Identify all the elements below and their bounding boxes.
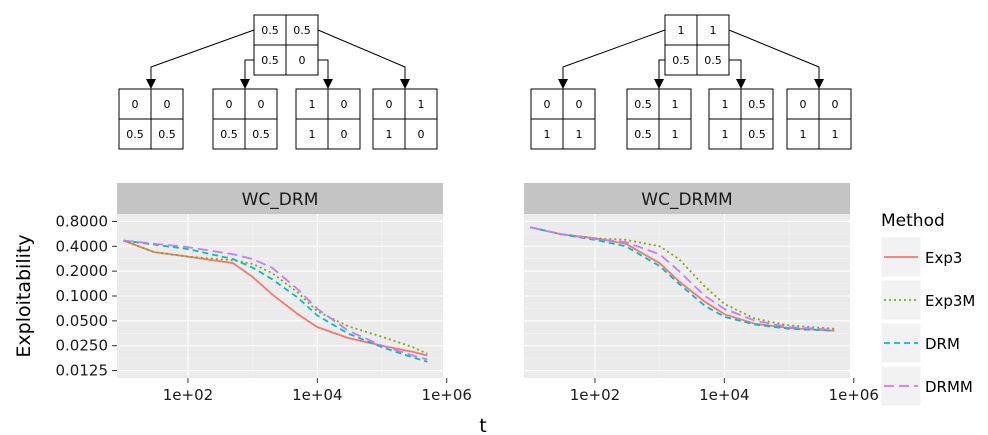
legend-item-exp3m: Exp3M: [880, 279, 975, 321]
tree-child-cell: 1: [800, 128, 807, 141]
strip-wc-drm: [117, 183, 443, 214]
tree-child-cell: 0: [341, 98, 348, 111]
tree-edge: [240, 59, 254, 89]
panel-wc-drmm: WC_DRMM 1e+02 1e+04 1e+06: [524, 183, 879, 404]
panel-title-wc-drmm: WC_DRMM: [641, 190, 732, 210]
game-trees: 0.5 0.50.5 00 00.5 0.50 00.5 0.51 01 00 11 01 10.5 0…: [118, 14, 852, 150]
legend-item-drmm: DRMM: [880, 365, 973, 407]
tree-root-cell: 1: [710, 24, 717, 37]
tree-edge: [729, 59, 746, 89]
tree-root-cell: 0: [299, 54, 306, 67]
tree-edge: [146, 29, 255, 89]
legend-label: DRM: [925, 335, 960, 353]
grid-wc-drm: [117, 214, 443, 378]
tree-root-cell: 0.5: [672, 54, 690, 67]
x-axis-title: t: [479, 415, 486, 435]
y-tick-label: 0.1000: [56, 287, 109, 305]
tree-child-cell: 1: [418, 98, 425, 111]
tree-child-cell: 0: [800, 98, 807, 111]
tree-child-cell: 1: [386, 128, 393, 141]
tree-child-cell: 0: [341, 128, 348, 141]
tree-child-cell: 0.5: [634, 128, 652, 141]
tree-child-cell: 0: [544, 98, 551, 111]
tree-root-cell: 0.5: [704, 54, 722, 67]
y-tick-label: 0.2000: [56, 262, 109, 280]
legend-label: Exp3M: [925, 292, 975, 310]
tree-child-cell: 0.5: [748, 98, 766, 111]
y-tick-label: 0.0250: [56, 337, 109, 355]
tree-child-cell: 0: [258, 98, 265, 111]
game-tree: 0.5 0.5 0.5 0 0 0 0.5 0.5 0 0 0.5 0.5 1 0 1 0 0 1 1 0: [118, 14, 438, 150]
tree-child-cell: 1: [544, 128, 551, 141]
tree-edge: [728, 29, 824, 89]
series-wc-drmm: [530, 226, 835, 332]
game-tree: 1 1 0.5 0.5 0 0 1 1 0.5 1 0.5 1 1 0.5 1 0.5 0 0 1 1: [530, 14, 852, 150]
tree-edge: [318, 59, 333, 89]
x-tick-label: 1e+02: [163, 386, 213, 404]
tree-root-cell: 0.5: [293, 24, 311, 37]
y-tick-label: 0.4000: [56, 237, 109, 255]
tree-root-cell: 1: [678, 24, 685, 37]
tree-child-cell: 1: [722, 128, 729, 141]
tree-child-cell: 1: [309, 128, 316, 141]
panel-title-wc-drm: WC_DRM: [242, 190, 319, 210]
x-tick-label: 1e+06: [829, 386, 879, 404]
tree-child-cell: 0.5: [126, 128, 144, 141]
tree-child-cell: 0: [132, 98, 139, 111]
tree-child-cell: 0.5: [158, 128, 176, 141]
legend-label: Exp3: [925, 249, 962, 267]
strip-wc-drmm: [524, 183, 850, 214]
x-tick-label: 1e+06: [422, 386, 472, 404]
tree-root-cell: 0.5: [261, 24, 279, 37]
tree-child-cell: 1: [722, 98, 729, 111]
tree-edge: [558, 29, 666, 89]
x-tick-label: 1e+04: [699, 386, 749, 404]
tree-child-cell: 1: [672, 128, 679, 141]
tree-edge: [317, 29, 410, 89]
y-tick-label: 0.0500: [56, 312, 109, 330]
tree-child-cell: 0: [576, 98, 583, 111]
tree-edge: [654, 59, 665, 89]
series-wc-drm: [122, 239, 428, 363]
tree-child-cell: 1: [832, 128, 839, 141]
tree-child-cell: 1: [309, 98, 316, 111]
legend: Method Exp3 Exp3M DRM DRMM: [880, 211, 975, 407]
series-line-drmm: [530, 226, 835, 331]
x-tick-label: 1e+04: [292, 386, 342, 404]
series-line-drmm: [123, 239, 428, 361]
legend-items: Exp3 Exp3M DRM DRMM: [880, 236, 975, 407]
x-tick-label: 1e+02: [570, 386, 620, 404]
panel-wc-drm: WC_DRM 1e+02 1e+04 1e+06: [117, 183, 472, 404]
y-tick-label: 0.0125: [56, 362, 109, 380]
tree-child-cell: 1: [672, 98, 679, 111]
tree-child-cell: 1: [576, 128, 583, 141]
tree-child-cell: 0: [418, 128, 425, 141]
legend-title: Method: [881, 211, 945, 231]
tree-child-cell: 0.5: [220, 128, 238, 141]
tree-child-cell: 0: [226, 98, 233, 111]
tree-child-cell: 0: [164, 98, 171, 111]
tree-child-cell: 0: [386, 98, 393, 111]
grid-wc-drmm: [524, 214, 850, 378]
y-axis: 0.0125 0.0250 0.0500 0.1000 0.2000 0.4000 0.80…: [56, 212, 117, 380]
tree-child-cell: 0.5: [634, 98, 652, 111]
tree-child-cell: 0: [832, 98, 839, 111]
y-tick-label: 0.8000: [56, 212, 109, 230]
tree-child-cell: 0.5: [748, 128, 766, 141]
x-axis-wc-drm: 1e+02 1e+04 1e+06: [163, 378, 472, 404]
y-axis-title: Exploitability: [13, 234, 35, 357]
legend-item-drm: DRM: [880, 322, 960, 364]
x-axis-wc-drmm: 1e+02 1e+04 1e+06: [570, 378, 879, 404]
tree-child-cell: 0.5: [252, 128, 270, 141]
legend-label: DRMM: [925, 378, 973, 396]
tree-root-cell: 0.5: [261, 54, 279, 67]
legend-item-exp3: Exp3: [880, 236, 962, 278]
series-line-exp3m: [122, 239, 428, 355]
